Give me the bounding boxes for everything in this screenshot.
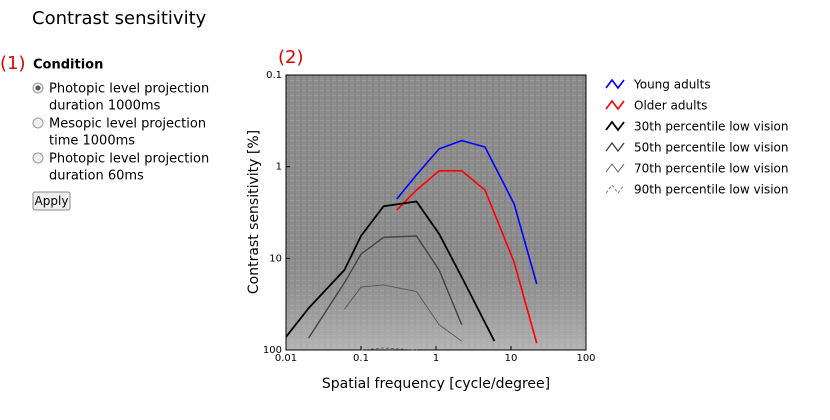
legend-label: Older adults — [634, 99, 707, 113]
legend-label: 50th percentile low vision — [634, 141, 789, 155]
x-tick-label: 100 — [576, 353, 595, 364]
legend-label: Young adults — [633, 78, 711, 92]
y-axis-label: Contrast sensitivity [%] — [246, 130, 262, 294]
radio-button[interactable] — [32, 152, 44, 164]
y-tick-label: 10 — [269, 253, 282, 264]
x-tick-label: 0.1 — [353, 353, 369, 364]
legend-label: 90th percentile low vision — [634, 183, 789, 197]
legend-icon — [605, 78, 625, 90]
x-tick-label: 10 — [505, 353, 518, 364]
x-tick-label: 0.01 — [275, 353, 297, 364]
series-line — [285, 200, 496, 342]
page-title: Contrast sensitivity — [32, 8, 207, 29]
apply-button[interactable] — [32, 191, 71, 211]
x-axis-label: Spatial frequency [cycle/degree] — [322, 376, 550, 392]
series-line — [344, 284, 462, 342]
y-tick-label: 1 — [276, 162, 282, 173]
option-label[interactable]: time 1000ms — [49, 134, 135, 149]
legend-label: 70th percentile low vision — [634, 162, 789, 176]
legend-icon — [605, 141, 625, 153]
option-label[interactable]: duration 60ms — [49, 169, 144, 184]
option-label[interactable]: Photopic level projection — [49, 152, 209, 167]
series-line — [360, 347, 417, 351]
y-tick-label: 100 — [263, 345, 282, 356]
legend-icon — [605, 184, 625, 194]
panel-heading: Condition — [33, 58, 103, 73]
option-label[interactable]: Photopic level projection — [49, 82, 209, 97]
option-label[interactable]: Mesopic level projection — [49, 117, 206, 132]
y-tick-label: 0.1 — [266, 70, 282, 81]
plot-background-shade — [286, 250, 586, 350]
section-marker: (2) — [278, 47, 304, 68]
series-line — [396, 170, 538, 344]
legend-icon — [605, 120, 625, 132]
section-marker: (1) — [0, 53, 26, 74]
option-label[interactable]: duration 1000ms — [49, 99, 161, 114]
series-line — [396, 139, 538, 285]
apply-button-label[interactable]: Apply — [35, 194, 69, 208]
legend-icon — [605, 163, 625, 173]
legend-icon — [605, 99, 625, 111]
legend-label: 30th percentile low vision — [634, 120, 789, 134]
radio-button[interactable] — [32, 117, 44, 129]
radio-dot — [35, 85, 41, 91]
series-line — [308, 235, 463, 339]
x-tick-label: 1 — [433, 353, 439, 364]
